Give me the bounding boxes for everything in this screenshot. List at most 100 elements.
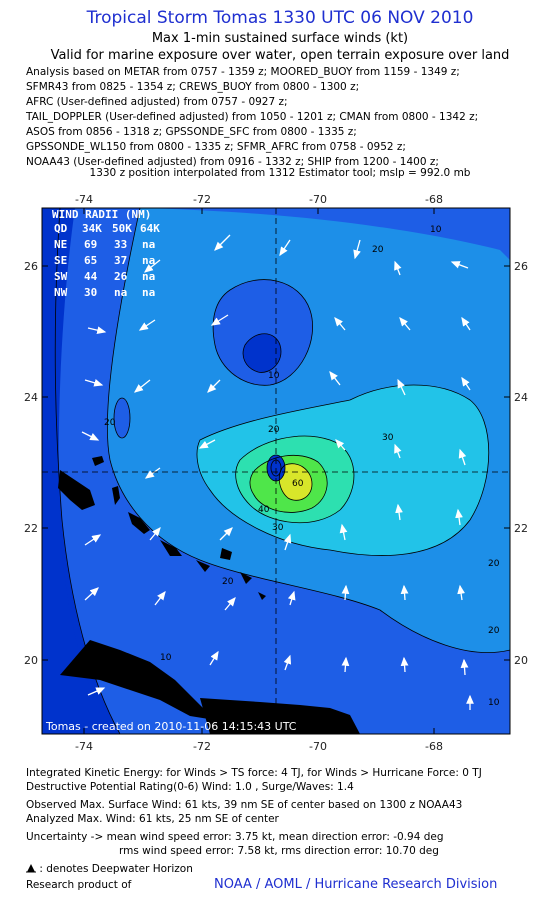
- wind-arrow: [84, 379, 104, 387]
- wind-arrow: [143, 259, 161, 273]
- lat-tick-label: 24: [24, 391, 38, 404]
- west-low-region: [42, 208, 110, 734]
- lat-tick-label: 20: [24, 654, 38, 667]
- contour-label: 10: [268, 371, 280, 381]
- wind-radii-cell: na: [114, 286, 127, 299]
- dpr-line: Destructive Potential Rating(0-6) Wind: …: [26, 781, 354, 793]
- wind-arrow: [154, 590, 166, 606]
- contour-label: 20: [268, 425, 280, 435]
- low-wind-region: [213, 279, 313, 386]
- wind-radii-cell: SW: [54, 270, 68, 283]
- wind-arrow: [287, 590, 296, 606]
- wind-arrow: [395, 503, 403, 521]
- contour-label: 60: [292, 479, 304, 489]
- subtitle-wind-units: Max 1-min sustained surface winds (kt): [151, 31, 409, 46]
- deepwater-legend-text: : denotes Deepwater Horizon: [39, 863, 193, 875]
- wind-arrow: [81, 431, 100, 441]
- wind-radii-cell: 30: [84, 286, 97, 299]
- source-line: Analysis based on METAR from 0757 - 1359…: [26, 66, 460, 78]
- lat-tick-label: 22: [514, 522, 528, 535]
- source-line: GPSSONDE_WL150 from 0800 - 1335 z; SFMR_…: [26, 141, 406, 153]
- wind-arrow: [334, 317, 346, 331]
- lon-tick-label: -74: [75, 193, 93, 206]
- lon-tick-label: -68: [425, 740, 443, 753]
- land-andros: [58, 470, 95, 510]
- source-line: NOAA43 (User-defined adjusted) from 0916…: [26, 156, 439, 168]
- wind-arrow: [341, 584, 350, 601]
- wind-arrow: [207, 379, 221, 393]
- wind-radii-cell: na: [142, 286, 155, 299]
- source-line: AFRC (User-defined adjusted) from 0757 -…: [26, 96, 288, 108]
- land-cuba: [60, 640, 215, 720]
- wind-arrow: [341, 656, 350, 673]
- wind-arrow: [455, 508, 463, 526]
- wind-arrow: [457, 584, 465, 601]
- wind-radii-col-header: 50K: [112, 222, 132, 235]
- contour-label: 30: [272, 523, 284, 533]
- wind-radii-cell: na: [142, 238, 155, 251]
- wind-radii-cell: SE: [54, 254, 67, 267]
- wind-arrow: [283, 533, 292, 551]
- axis-ticks: [42, 208, 510, 734]
- small-contour-region: [114, 398, 130, 438]
- wind-arrow: [460, 658, 469, 676]
- wind-arrow: [149, 527, 161, 541]
- page-title: Tropical Storm Tomas 1330 UTC 06 NOV 201…: [86, 8, 474, 28]
- source-line: TAIL_DOPPLER (User-defined adjusted) fro…: [26, 111, 479, 123]
- low-wind-core: [243, 333, 281, 373]
- platform-icon: [26, 864, 36, 873]
- wind-arrow: [400, 584, 409, 601]
- contour-label: 20: [222, 577, 234, 587]
- wind-arrow: [335, 439, 346, 451]
- lon-tick-label: -68: [425, 193, 443, 206]
- land-masses: [58, 456, 360, 734]
- source-line: ASOS from 0856 - 1318 z; GPSSONDE_SFC fr…: [26, 126, 357, 138]
- wind-arrow: [84, 587, 99, 601]
- wind-arrow: [279, 239, 291, 257]
- map-credit: Tomas - created on 2010-11-06 14:15:43 U…: [45, 720, 297, 733]
- wind-radii-title: WIND RADII (NM): [52, 208, 151, 221]
- wind-arrow: [394, 260, 402, 276]
- wind-arrow: [461, 316, 471, 331]
- wind-radii-cell: 65: [84, 254, 97, 267]
- map-frame: [41, 207, 511, 735]
- contour-60-region: [279, 463, 312, 501]
- wind-radii-cell: 44: [84, 270, 98, 283]
- position-note: 1330 z position interpolated from 1312 E…: [89, 167, 471, 179]
- contour-label: 30: [382, 433, 394, 443]
- wind-arrow: [399, 317, 411, 331]
- wind-arrow: [461, 376, 471, 391]
- source-line: SFMR43 from 0825 - 1354 z; CREWS_BUOY fr…: [26, 81, 360, 93]
- wind-arrows: [81, 234, 474, 710]
- wind-arrow: [339, 523, 348, 541]
- lon-tick-label: -70: [309, 740, 327, 753]
- lat-tick-label: 24: [514, 391, 528, 404]
- uncertainty-line-1: Uncertainty -> mean wind speed error: 3.…: [26, 831, 444, 843]
- wind-arrow: [450, 261, 469, 269]
- lon-tick-label: -70: [309, 193, 327, 206]
- wind-radii-cell: na: [142, 254, 155, 267]
- center-crosshair: [42, 208, 510, 734]
- wind-radii-cell: NE: [54, 238, 67, 251]
- contour-label: 10: [160, 653, 172, 663]
- wind-radii-table: WIND RADII (NM) QD 34K 50K 64K NE 69 33 …: [52, 208, 160, 299]
- subtitle-exposure: Valid for marine exposure over water, op…: [50, 48, 510, 63]
- wind-arrow: [283, 654, 292, 671]
- wind-arrow: [458, 448, 467, 466]
- uncertainty-line-2: rms wind speed error: 7.58 kt, rms direc…: [119, 845, 439, 857]
- wind-arrow: [329, 370, 341, 386]
- wind-arrow: [224, 597, 236, 611]
- land-hispaniola: [200, 698, 360, 734]
- deepwater-legend: : denotes Deepwater Horizon: [26, 863, 193, 875]
- wind-radii-cell: NW: [54, 286, 68, 299]
- wind-field: 10 20 20 20 20 30 30 40 20 10 10 20 10 6…: [42, 208, 510, 734]
- wind-radii-cell: 69: [84, 238, 97, 251]
- analyzed-max-line: Analyzed Max. Wind: 61 kts, 25 nm SE of …: [26, 813, 279, 825]
- wind-radii-col-header: 34K: [82, 222, 102, 235]
- organization-name: NOAA / AOML / Hurricane Research Divisio…: [214, 877, 498, 892]
- wind-arrow: [353, 239, 361, 260]
- wind-radii-cell: 37: [114, 254, 127, 267]
- wind-arrow: [219, 527, 233, 541]
- lat-labels-left: 26 24 22 20: [24, 260, 38, 667]
- contour-labels: 10 20 20 20 20 30 30 40 20 10 10 20 10 6…: [104, 225, 500, 708]
